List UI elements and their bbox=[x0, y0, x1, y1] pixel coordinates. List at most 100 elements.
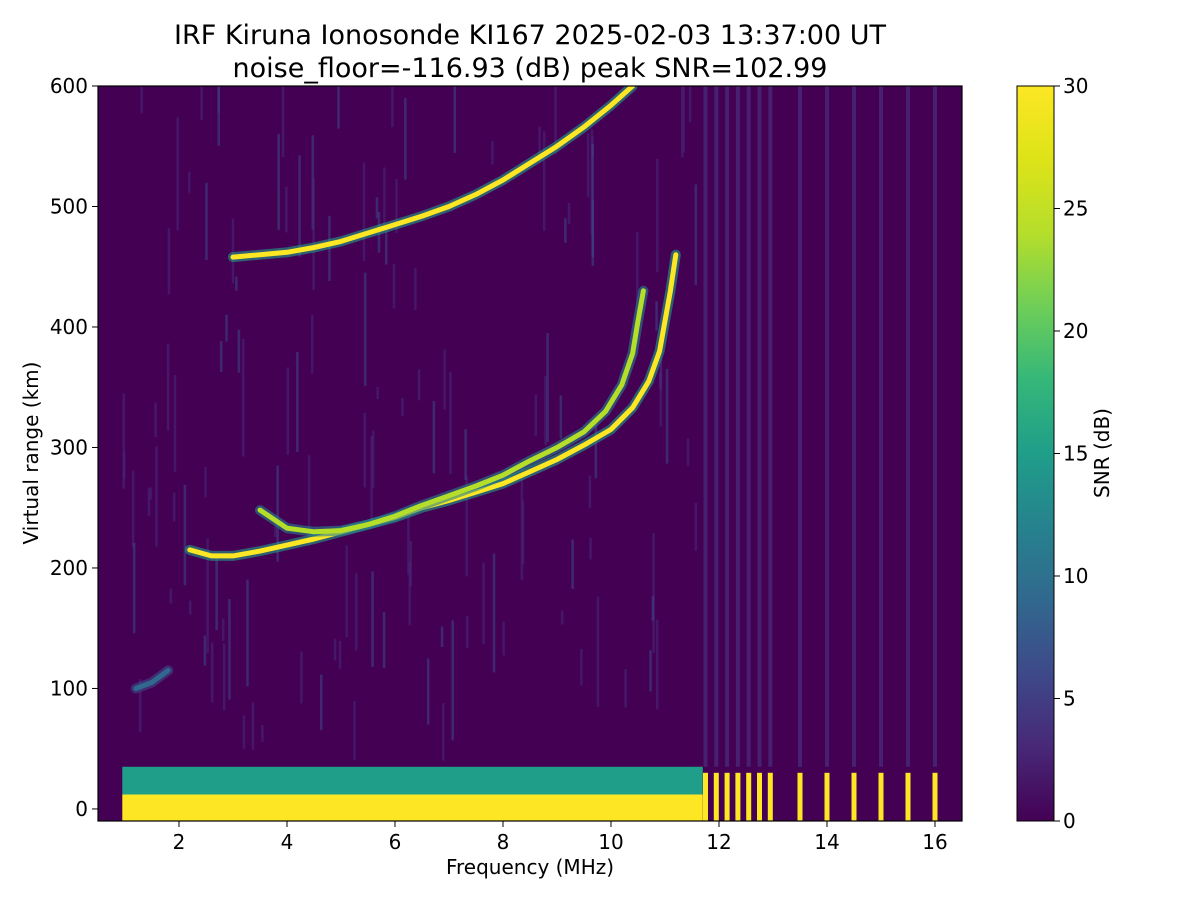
chart-subtitle: noise_floor=-116.93 (dB) peak SNR=102.99 bbox=[233, 53, 828, 84]
noise-column bbox=[681, 86, 684, 158]
noise-column bbox=[338, 640, 342, 669]
noise-column bbox=[183, 484, 187, 586]
hf-spike-ground bbox=[703, 772, 708, 821]
noise-column bbox=[122, 451, 126, 480]
noise-column bbox=[465, 476, 468, 577]
colorbar-tick-label: 30 bbox=[1063, 74, 1088, 98]
noise-column bbox=[407, 511, 410, 575]
noise-column bbox=[231, 218, 235, 284]
noise-column bbox=[520, 467, 524, 581]
noise-column bbox=[534, 394, 538, 436]
noise-column bbox=[414, 267, 417, 311]
noise-column bbox=[591, 144, 594, 258]
noise-column bbox=[453, 86, 457, 153]
noise-column bbox=[559, 395, 563, 439]
noise-column bbox=[276, 465, 279, 562]
hf-spike-column bbox=[725, 86, 730, 767]
noise-column bbox=[443, 349, 446, 410]
ground-echo-band bbox=[122, 794, 703, 821]
ground-echo-fringe bbox=[122, 766, 703, 795]
x-tick-label: 12 bbox=[706, 830, 731, 854]
hf-spike-column bbox=[852, 86, 856, 767]
noise-column bbox=[589, 537, 592, 560]
noise-column bbox=[242, 715, 246, 749]
noise-column bbox=[432, 400, 436, 474]
hf-spike-ground bbox=[878, 772, 884, 821]
hf-spike-column bbox=[757, 86, 762, 767]
noise-column bbox=[384, 229, 388, 265]
y-tick-label: 0 bbox=[75, 797, 88, 821]
noise-column bbox=[375, 197, 379, 219]
y-tick-label: 300 bbox=[50, 435, 88, 459]
noise-column bbox=[492, 553, 496, 673]
x-tick-label: 10 bbox=[598, 830, 623, 854]
y-tick-label: 600 bbox=[50, 74, 88, 98]
hf-spike-column bbox=[825, 86, 829, 767]
noise-column bbox=[363, 412, 366, 488]
noise-column bbox=[694, 502, 698, 551]
noise-column bbox=[482, 562, 485, 645]
noise-column bbox=[688, 86, 692, 123]
hf-spike-ground bbox=[851, 772, 857, 821]
colorbar-tick-label: 20 bbox=[1063, 319, 1088, 343]
noise-column bbox=[296, 351, 299, 452]
noise-column bbox=[188, 171, 191, 193]
noise-column bbox=[546, 333, 549, 442]
x-tick-label: 8 bbox=[497, 830, 510, 854]
noise-column bbox=[686, 438, 690, 466]
heatmap-background bbox=[98, 86, 962, 821]
noise-column bbox=[204, 467, 207, 498]
noise-column bbox=[652, 533, 655, 654]
noise-column bbox=[200, 86, 203, 120]
noise-column bbox=[131, 470, 135, 548]
y-tick-label: 100 bbox=[50, 676, 88, 700]
hf-spike-ground bbox=[757, 772, 762, 821]
noise-column bbox=[442, 703, 445, 761]
noise-column bbox=[155, 446, 158, 547]
noise-column bbox=[138, 679, 142, 733]
noise-column bbox=[655, 619, 659, 710]
noise-column bbox=[147, 488, 151, 516]
hf-spike-column bbox=[703, 86, 708, 767]
noise-column bbox=[363, 272, 367, 387]
noise-column bbox=[655, 301, 658, 331]
echo-trace bbox=[133, 667, 171, 691]
hf-spike-ground bbox=[905, 772, 911, 821]
noise-column bbox=[586, 133, 590, 198]
hf-spike-column bbox=[768, 86, 773, 767]
noise-column bbox=[404, 98, 407, 180]
noise-column bbox=[371, 571, 374, 667]
x-axis: 2 4 6 8 10 12 14 16 bbox=[173, 821, 948, 854]
hf-spike-ground bbox=[713, 772, 719, 821]
noise-column bbox=[451, 620, 454, 741]
x-tick-label: 6 bbox=[389, 830, 402, 854]
noise-column bbox=[649, 650, 652, 692]
noise-column bbox=[362, 162, 366, 261]
noise-column bbox=[345, 545, 348, 637]
noise-column bbox=[203, 635, 207, 666]
x-tick-label: 4 bbox=[281, 830, 294, 854]
noise-column bbox=[571, 539, 574, 589]
colorbar-tick-label: 15 bbox=[1063, 442, 1088, 466]
noise-column bbox=[372, 430, 375, 488]
noise-column bbox=[242, 338, 245, 457]
noise-column bbox=[408, 562, 411, 626]
noise-column bbox=[624, 669, 627, 708]
hf-spike-ground bbox=[797, 772, 803, 821]
noise-column bbox=[656, 158, 659, 273]
noise-column bbox=[225, 314, 228, 342]
noise-column bbox=[188, 600, 192, 615]
hf-spike-ground bbox=[767, 772, 773, 821]
hf-spike-column bbox=[746, 86, 751, 767]
echo-trace bbox=[230, 86, 636, 260]
noise-column bbox=[140, 86, 143, 114]
noise-column bbox=[312, 178, 315, 291]
x-tick-label: 2 bbox=[173, 830, 186, 854]
noise-column bbox=[217, 86, 220, 146]
noise-column bbox=[665, 368, 669, 464]
noise-column bbox=[300, 651, 303, 704]
colorbar-tick-label: 25 bbox=[1063, 197, 1088, 221]
noise-column bbox=[246, 579, 249, 687]
noise-column bbox=[449, 371, 452, 475]
noise-column bbox=[274, 519, 277, 538]
